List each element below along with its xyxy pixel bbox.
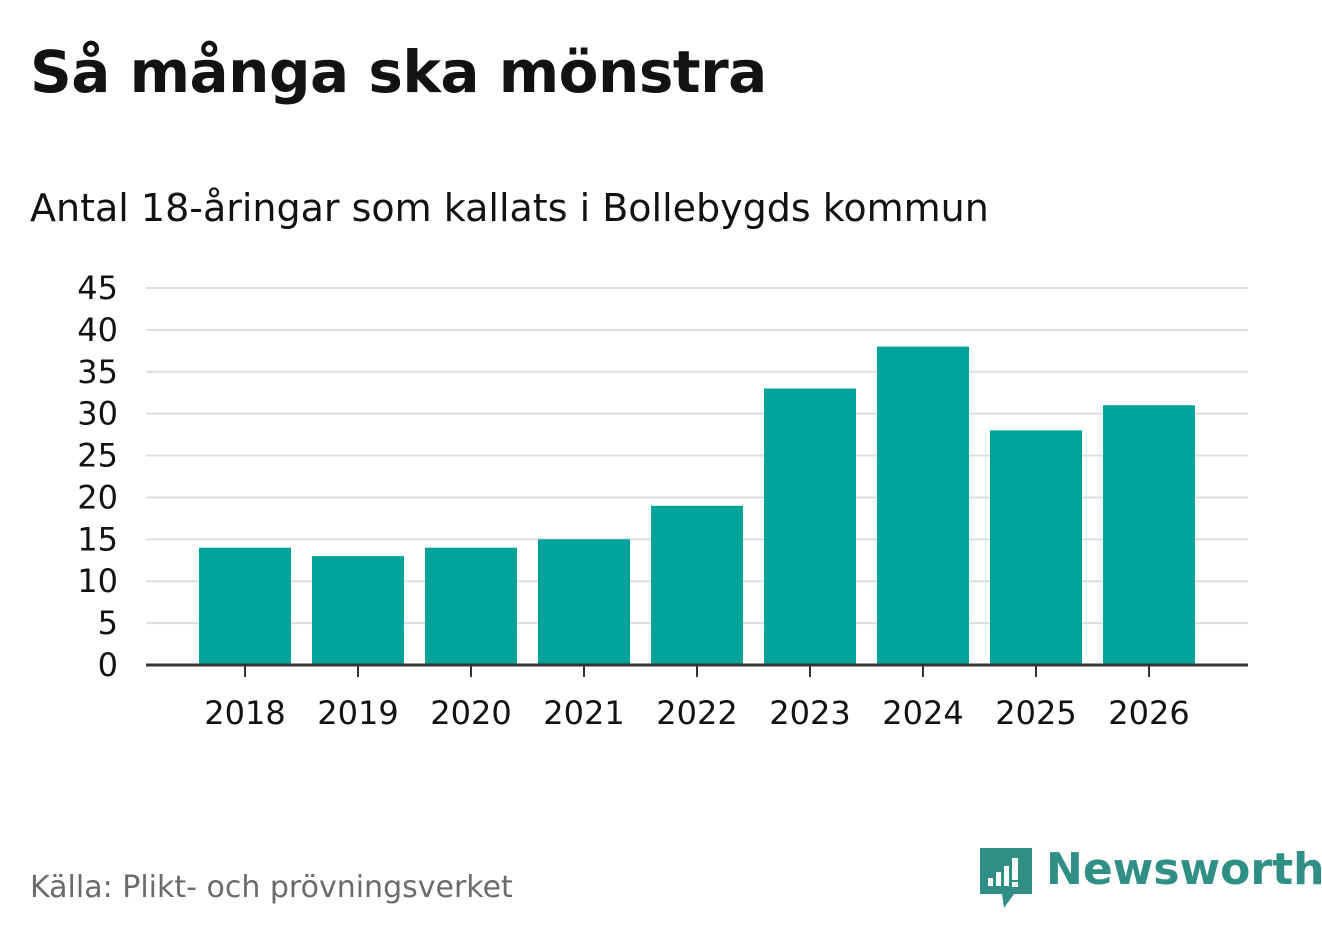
bar-2025 bbox=[990, 430, 1082, 665]
bar-2018 bbox=[199, 547, 291, 665]
x-tick-label-2025: 2025 bbox=[995, 694, 1076, 732]
y-tick-label-20: 20 bbox=[77, 478, 118, 516]
bar-2024 bbox=[877, 346, 969, 665]
x-tick-label-2018: 2018 bbox=[204, 694, 285, 732]
y-tick-label-15: 15 bbox=[77, 520, 118, 558]
y-tick-label-5: 5 bbox=[98, 604, 118, 642]
brand-name: Newsworthy bbox=[1046, 844, 1322, 895]
bar-2022 bbox=[651, 505, 743, 665]
bar-2026 bbox=[1103, 405, 1195, 665]
x-tick-label-2020: 2020 bbox=[430, 694, 511, 732]
y-tick-label-25: 25 bbox=[77, 437, 118, 475]
chart-title: Så många ska mönstra bbox=[30, 38, 767, 106]
brand-logo: Newsworthy bbox=[980, 844, 1322, 912]
source-note: Källa: Plikt- och prövningsverket bbox=[30, 870, 513, 905]
y-tick-label-35: 35 bbox=[77, 353, 118, 391]
y-tick-label-0: 0 bbox=[98, 646, 118, 684]
y-tick-label-45: 45 bbox=[77, 269, 118, 307]
x-tick-label-2024: 2024 bbox=[882, 694, 963, 732]
x-tick-label-2026: 2026 bbox=[1108, 694, 1189, 732]
chart-subtitle: Antal 18-åringar som kallats i Bollebygd… bbox=[30, 186, 989, 230]
bar-2021 bbox=[538, 539, 630, 665]
newsworthy-logo-icon bbox=[980, 848, 1032, 908]
y-tick-label-10: 10 bbox=[77, 562, 118, 600]
y-tick-label-30: 30 bbox=[77, 395, 118, 433]
y-tick-label-40: 40 bbox=[77, 311, 118, 349]
x-tick-label-2021: 2021 bbox=[543, 694, 624, 732]
x-tick-label-2023: 2023 bbox=[769, 694, 850, 732]
bar-2020 bbox=[425, 547, 517, 665]
bar-2023 bbox=[764, 388, 856, 665]
bar-2019 bbox=[312, 556, 404, 665]
x-tick-label-2019: 2019 bbox=[317, 694, 398, 732]
x-tick-label-2022: 2022 bbox=[656, 694, 737, 732]
